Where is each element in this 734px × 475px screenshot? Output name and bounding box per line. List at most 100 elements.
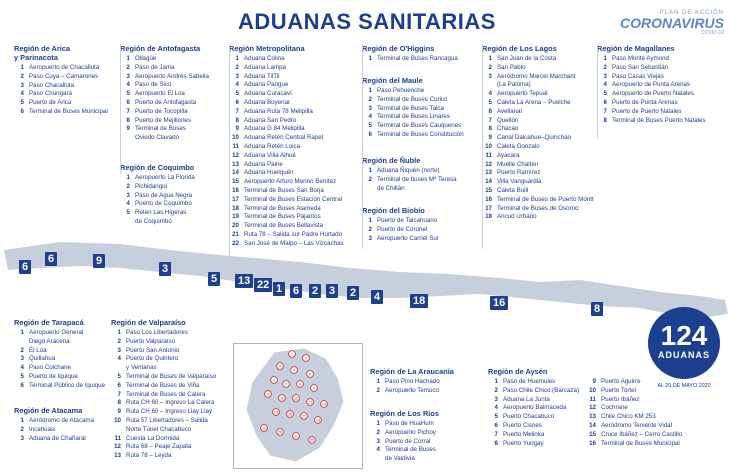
item-number: 1 bbox=[368, 55, 372, 62]
customs-item: 14 Aeródromo Teniente Vidal bbox=[586, 422, 706, 431]
item-number: 14 bbox=[589, 421, 596, 429]
item-label: Puerto Melinka bbox=[503, 430, 545, 438]
item-label: Paso Cuya – Camarones bbox=[29, 72, 99, 80]
customs-item: 4 Paso Colchane bbox=[14, 364, 119, 373]
item-number: 6 bbox=[235, 98, 239, 106]
item-label: Ollagüe bbox=[135, 55, 157, 62]
customs-item: 2 Terminal de buses Mª Teresa de Chillán bbox=[362, 176, 482, 194]
customs-item: 2 El Loa bbox=[14, 347, 119, 356]
inset-point bbox=[302, 354, 310, 362]
item-label: Terminal de Buses Linares bbox=[377, 113, 450, 121]
item-number: 4 bbox=[603, 81, 607, 89]
item-label: Aduana Colina bbox=[244, 55, 285, 62]
customs-item: 9 Terminal de Buses Oviedo Clavado bbox=[120, 125, 232, 143]
total-count-badge: 124 ADUANAS bbox=[648, 307, 720, 379]
item-label: Avellanal bbox=[497, 107, 522, 115]
customs-list: 1 Paso de HuaHum 2 Aeropuerto Pichoy 3 Puerto… bbox=[370, 420, 490, 464]
region-title: Región de Antofagasta bbox=[120, 44, 201, 53]
item-number: 18 bbox=[232, 204, 239, 212]
inset-point-label: 17 bbox=[302, 415, 306, 419]
item-label: Aeropuerto La Florida bbox=[135, 174, 195, 181]
item-number: 11 bbox=[232, 142, 239, 150]
item-label: Puerto de Iquique bbox=[29, 372, 78, 380]
customs-list: 1 Aeródromo de Atacama 2 Incahuasi 3 Aduana d… bbox=[14, 417, 119, 443]
customs-item: 1 Paso de HuaHum bbox=[370, 420, 490, 429]
item-number: 8 bbox=[126, 116, 130, 124]
chile-map: 6 6 9 3 5 13 22 1 6 2 3 2 4 18 16 8 bbox=[0, 222, 734, 332]
item-label: Aduana Curacaví bbox=[244, 90, 292, 98]
customs-item: 15 Aeropuerto Arturo Merino Benítez bbox=[229, 178, 369, 187]
customs-item: 8 Puerto de Mejillones bbox=[120, 117, 232, 126]
customs-item: 3 Aduana La Junta bbox=[488, 396, 598, 405]
item-number: 9 bbox=[117, 408, 121, 416]
customs-item: 1 Paso Pehuenche bbox=[362, 87, 482, 96]
customs-item: 2 Terminal de Buses Curicó bbox=[362, 96, 482, 105]
item-number: 6 bbox=[117, 381, 121, 389]
inset-point bbox=[292, 394, 300, 402]
customs-item: 11 Cuesta La Dormida bbox=[111, 435, 236, 444]
item-number: 4 bbox=[117, 355, 121, 363]
customs-list: 1 Paso Pehuenche 2 Terminal de Buses Curicó… bbox=[362, 87, 482, 140]
item-label: San Juan de la Costa bbox=[497, 55, 557, 62]
divider bbox=[597, 44, 598, 139]
customs-item: 18 Ancud Urbano bbox=[482, 213, 607, 222]
item-number: 3 bbox=[603, 72, 607, 80]
item-label: Quellón bbox=[497, 116, 519, 124]
region-araucania: Región de La Araucanía 1 Paso Pino Hachado… bbox=[370, 367, 490, 396]
item-label: Puerto de Coquimbo bbox=[135, 200, 192, 208]
inset-point bbox=[290, 366, 298, 374]
customs-item: 8 Puerto Yungay bbox=[488, 440, 598, 449]
customs-item: 1 Paso Monte Aymond bbox=[597, 55, 727, 64]
item-number: 4 bbox=[376, 446, 380, 454]
region-biobio: Región del Biobío 1 Puerto de Talcahuano 2 P… bbox=[362, 206, 482, 243]
item-number: 3 bbox=[126, 191, 130, 199]
item-number: 12 bbox=[589, 404, 596, 412]
item-number: 2 bbox=[368, 225, 372, 233]
inset-point-label: 8 bbox=[299, 383, 301, 387]
item-label: Villa Vanguardia bbox=[497, 178, 542, 186]
item-number: 9 bbox=[592, 378, 596, 385]
inset-point bbox=[270, 376, 278, 384]
item-label: Puerto Ramírez bbox=[497, 169, 541, 177]
customs-item: 2 Paso San Sebastián bbox=[597, 64, 727, 73]
item-number: 1 bbox=[368, 217, 372, 224]
region-marker: 1 bbox=[273, 282, 286, 296]
item-number: 7 bbox=[494, 430, 498, 438]
item-number: 1 bbox=[603, 55, 607, 62]
item-label: Puerto de Tocopilla bbox=[135, 107, 188, 115]
item-label: Aduana Ñiquén (norte) bbox=[377, 167, 440, 174]
region-title: Región de Tarapacá bbox=[14, 318, 84, 327]
item-label: Terminal de Buses de Valdivia bbox=[385, 446, 436, 463]
customs-list: 1 Ollagüe 2 Paso de Jama 3 Aeropuerto Andrés … bbox=[120, 55, 232, 143]
item-number: 15 bbox=[589, 430, 596, 438]
item-label: Puerto de Puerto Natales bbox=[612, 107, 682, 115]
item-number: 8 bbox=[235, 116, 239, 124]
region-title: Región de Coquimbo bbox=[120, 163, 195, 172]
inset-point-label: 6 bbox=[273, 379, 275, 383]
item-label: Terminal de Buses Bellavista bbox=[244, 222, 324, 230]
customs-item: 10 Caleta Gonzalo bbox=[482, 143, 607, 152]
customs-item: 5 Terminal de Buses de Valparaíso bbox=[111, 373, 236, 382]
inset-point-label: 16 bbox=[288, 413, 292, 417]
item-label: Puerto de Punta Arenas bbox=[612, 98, 678, 106]
item-number: 6 bbox=[368, 130, 372, 138]
item-number: 5 bbox=[126, 90, 130, 98]
item-label: Terminal de Buses Cauquenes bbox=[377, 122, 462, 130]
item-number: 13 bbox=[232, 160, 239, 168]
customs-item: 16 Terminal de Buses Municipal bbox=[586, 440, 706, 449]
item-label: Aduana Pangue bbox=[244, 81, 289, 89]
item-number: 4 bbox=[235, 81, 239, 89]
item-number: 3 bbox=[20, 81, 24, 89]
customs-item: 4 Aeropuerto Tepual bbox=[482, 90, 607, 99]
logo-title: CORONAVIRUS bbox=[620, 15, 724, 31]
region-marker: 16 bbox=[490, 296, 509, 310]
region-title: Región de Los Ríos bbox=[370, 409, 439, 418]
item-label: Aduana G 84 Melipilla bbox=[244, 125, 305, 133]
customs-item: 2 Aeropuerto Pichoy bbox=[370, 429, 490, 438]
item-number: 1 bbox=[368, 87, 372, 94]
customs-item: 6 Terminal Público de Iquique bbox=[14, 382, 119, 391]
item-number: 5 bbox=[117, 372, 121, 380]
customs-item: 4 Terminal de Buses Linares bbox=[362, 113, 482, 122]
region-maule: Región del Maule 1 Paso Pehuenche 2 Terminal… bbox=[362, 76, 482, 140]
item-number: 1 bbox=[20, 417, 24, 424]
